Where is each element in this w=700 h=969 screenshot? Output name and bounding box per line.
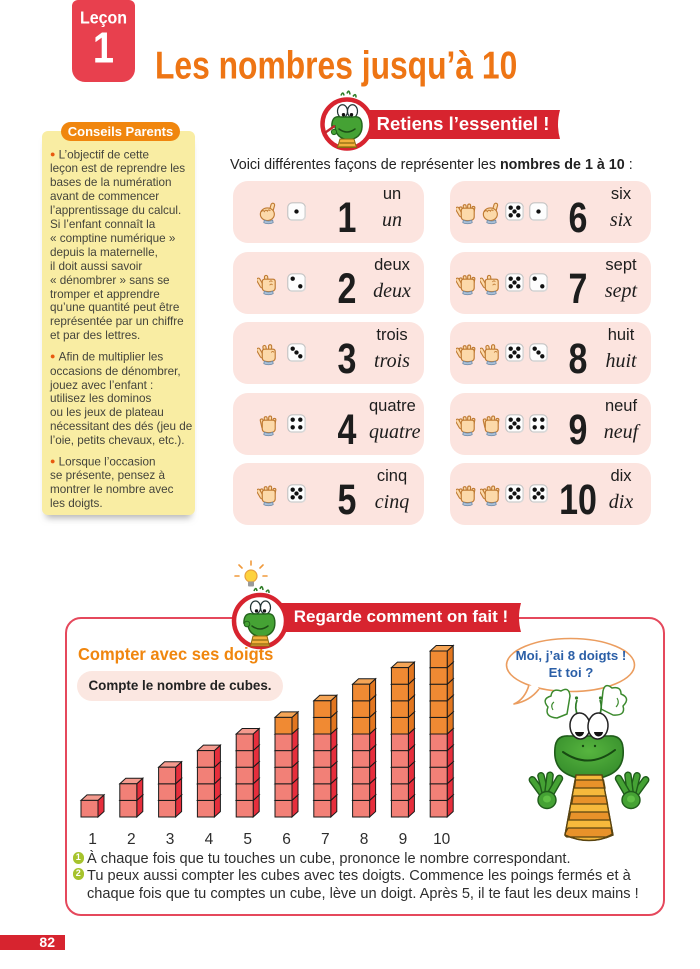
- svg-text:4: 4: [205, 831, 214, 848]
- svg-text:Moi, j’ai 8 doigts !: Moi, j’ai 8 doigts !: [516, 648, 627, 663]
- svg-text:7: 7: [321, 831, 330, 848]
- svg-text:Et toi ?: Et toi ?: [549, 665, 594, 680]
- svg-text:8: 8: [360, 831, 369, 848]
- svg-text:3: 3: [166, 831, 175, 848]
- svg-text:6: 6: [282, 831, 291, 848]
- svg-text:1: 1: [88, 831, 97, 848]
- svg-text:9: 9: [399, 831, 408, 848]
- svg-text:10: 10: [433, 831, 451, 848]
- svg-text:2: 2: [127, 831, 136, 848]
- svg-text:5: 5: [243, 831, 252, 848]
